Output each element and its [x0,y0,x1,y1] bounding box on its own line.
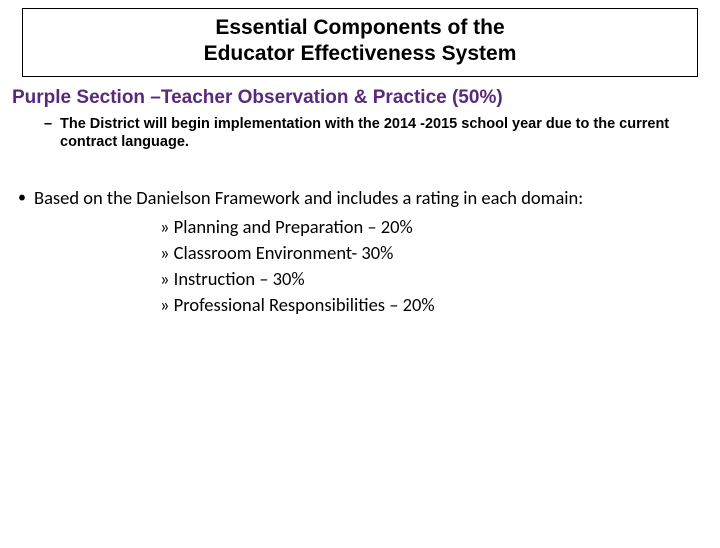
domain-item: » Planning and Preparation – 20% [160,214,720,240]
dash-icon: – [44,115,52,134]
domain-item: » Professional Responsibilities – 20% [160,292,720,318]
title-box: Essential Components of the Educator Eff… [22,8,698,77]
bullet-icon: • [18,188,26,209]
based-on-line: • Based on the Danielson Framework and i… [34,186,720,210]
title-line-1: Essential Components of the [23,15,697,41]
domain-item: » Classroom Environment- 30% [160,240,720,266]
title-line-2: Educator Effectiveness System [23,41,697,67]
domain-item: » Instruction – 30% [160,266,720,292]
domain-list: » Planning and Preparation – 20% » Class… [160,214,720,318]
sub-note-text: The District will begin implementation w… [60,116,669,151]
based-on-text: Based on the Danielson Framework and inc… [34,186,583,209]
section-heading: Purple Section –Teacher Observation & Pr… [12,87,720,109]
sub-note: – The District will begin implementation… [60,115,720,153]
